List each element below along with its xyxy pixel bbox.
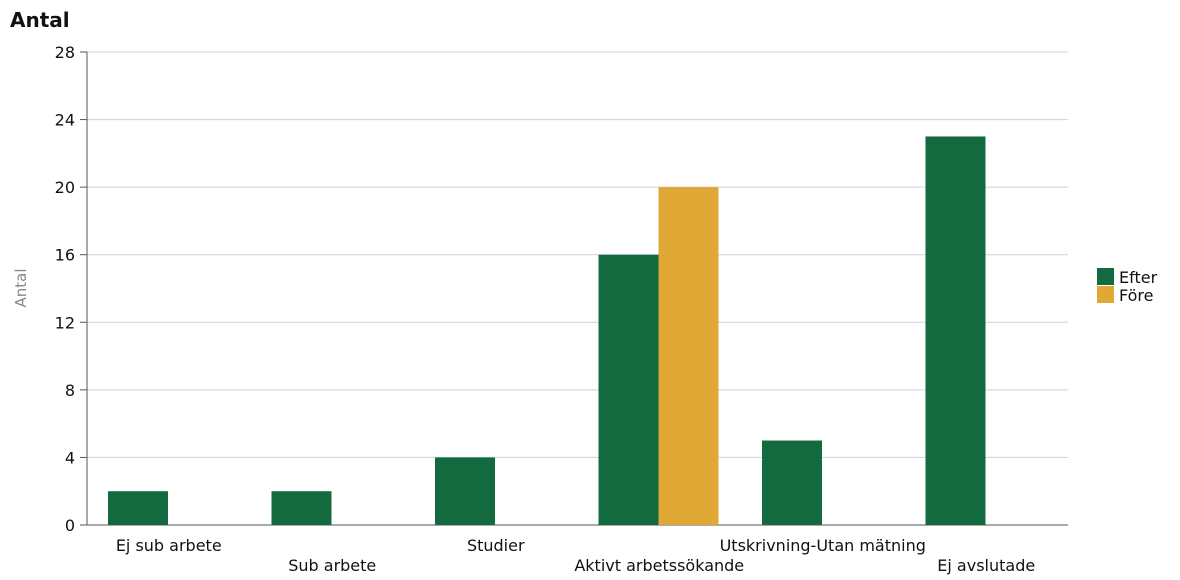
- chart-title: Antal: [10, 8, 70, 32]
- x-tick-label: Studier: [467, 536, 525, 555]
- x-tick-label: Sub arbete: [288, 556, 376, 575]
- legend-swatch: [1097, 268, 1114, 285]
- y-tick-label: 4: [65, 448, 75, 467]
- y-tick-label: 12: [55, 313, 75, 332]
- x-tick-label: Aktivt arbetssökande: [574, 556, 744, 575]
- legend-label: Efter: [1119, 268, 1158, 287]
- x-tick-label: Ej sub arbete: [116, 536, 222, 555]
- bar-efter-0: [108, 491, 168, 525]
- bar-efter-3: [598, 254, 659, 525]
- x-tick-label: Utskrivning-Utan mätning: [720, 536, 926, 555]
- bar-efter-2: [435, 457, 495, 525]
- y-tick-label: 16: [55, 246, 75, 265]
- y-axis-label: Antal: [12, 268, 30, 307]
- y-tick-label: 8: [65, 381, 75, 400]
- y-tick-label: 0: [65, 516, 75, 535]
- bar-efter-1: [271, 491, 332, 525]
- legend-label: Före: [1119, 286, 1154, 305]
- legend-swatch: [1097, 286, 1114, 303]
- bar-efter-4: [762, 440, 822, 525]
- bar-efter-5: [925, 136, 986, 525]
- y-tick-label: 28: [55, 43, 75, 62]
- y-tick-label: 20: [55, 178, 75, 197]
- x-tick-label: Ej avslutade: [937, 556, 1035, 575]
- y-tick-label: 24: [55, 111, 75, 130]
- bar-f-re-3: [658, 187, 719, 525]
